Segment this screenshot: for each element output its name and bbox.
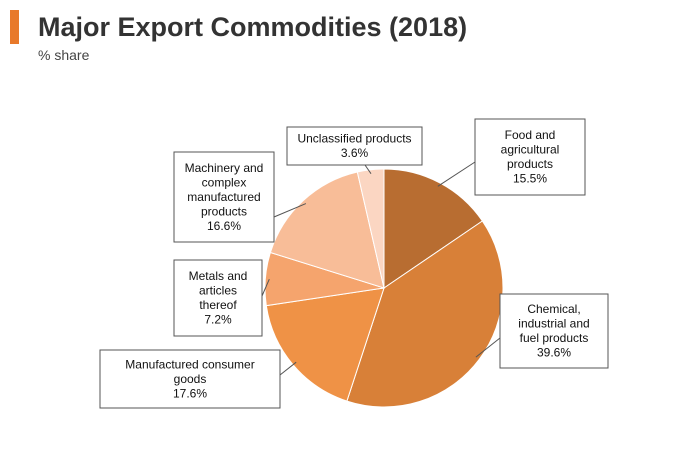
leader-line <box>475 337 501 358</box>
slice-category-label: industrial and <box>518 317 589 331</box>
slice-category-label: goods <box>174 372 207 386</box>
title-accent-bar <box>10 10 19 44</box>
slice-category-label: Chemical, <box>527 302 580 316</box>
slice-category-label: agricultural <box>501 143 560 157</box>
callout-box <box>286 126 423 166</box>
leader-line <box>364 164 372 174</box>
slice-category-label: Machinery and <box>185 161 264 175</box>
slice-category-label: products <box>201 204 247 218</box>
slice-category-label: Unclassified products <box>297 132 411 146</box>
leader-line <box>261 279 270 297</box>
slice-value-label: 17.6% <box>173 386 207 400</box>
chart-title: Major Export Commodities (2018) <box>38 12 468 42</box>
slice-category-label: complex <box>202 175 247 189</box>
slice-category-label: thereof <box>199 298 237 312</box>
slice-callout: Machinery andcomplexmanufacturedproducts… <box>173 151 275 243</box>
pie-slice <box>346 220 504 408</box>
leader-line <box>273 203 307 218</box>
callout-box <box>474 118 586 196</box>
slice-value-label: 16.6% <box>207 219 241 233</box>
pie-slice <box>383 168 484 289</box>
callout-box <box>173 151 275 243</box>
callout-box <box>99 349 281 409</box>
chart-subtitle: % share <box>38 47 90 63</box>
slice-category-label: products <box>507 157 553 171</box>
slice-category-label: Metals and <box>189 269 248 283</box>
slice-value-label: 39.6% <box>537 346 571 360</box>
slice-category-label: fuel products <box>520 331 589 345</box>
leader-line <box>279 361 297 376</box>
slice-value-label: 7.2% <box>204 313 232 327</box>
pie-slice <box>356 168 385 289</box>
slice-category-label: Food and <box>505 128 556 142</box>
slice-category-label: articles <box>199 284 237 298</box>
callout-box <box>499 293 609 369</box>
slice-category-label: Manufactured consumer <box>125 357 254 371</box>
slice-value-label: 15.5% <box>513 172 547 186</box>
slice-category-label: manufactured <box>187 190 260 204</box>
leader-line <box>437 161 476 187</box>
callout-box <box>173 259 263 337</box>
pie-slice <box>269 171 385 289</box>
slice-value-label: 3.6% <box>341 146 369 160</box>
